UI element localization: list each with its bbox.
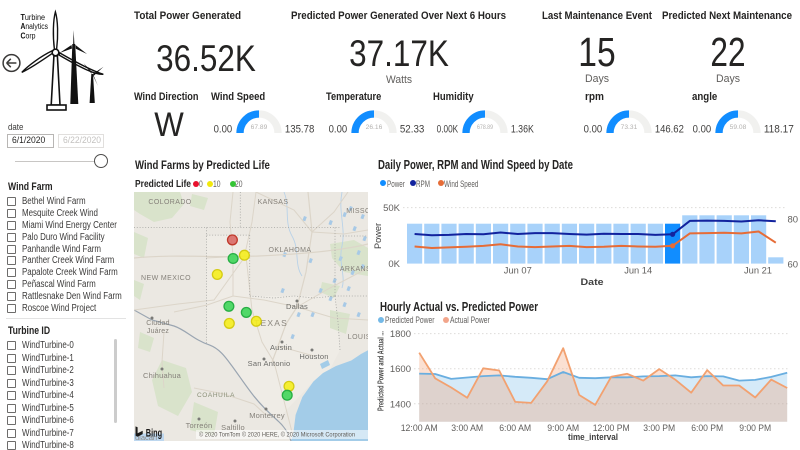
svg-text:1400: 1400	[390, 399, 411, 410]
svg-text:1.36K: 1.36K	[511, 124, 534, 136]
svg-text:time_interval: time_interval	[568, 432, 618, 442]
svg-text:1800: 1800	[390, 329, 411, 340]
svg-text:0.00: 0.00	[583, 124, 602, 136]
svg-text:60: 60	[788, 260, 799, 271]
svg-text:Chihuahua: Chihuahua	[143, 371, 182, 380]
svg-text:OKLAHOMA: OKLAHOMA	[269, 247, 312, 254]
svg-text:146.62: 146.62	[655, 124, 684, 136]
svg-text:© 2020 TomTom © 2020 HERE, © 2: © 2020 TomTom © 2020 HERE, © 2020 Micros…	[199, 432, 356, 439]
svg-text:Corp: Corp	[21, 32, 36, 41]
svg-text:Monterrey: Monterrey	[249, 411, 285, 420]
svg-text:135.78: 135.78	[285, 124, 315, 136]
svg-text:9:00 AM: 9:00 AM	[547, 423, 579, 434]
svg-text:6:00 AM: 6:00 AM	[499, 423, 531, 434]
svg-text:Jun 21: Jun 21	[744, 265, 772, 276]
svg-text:Torreón: Torreón	[186, 421, 213, 430]
svg-text:0.00: 0.00	[692, 124, 711, 136]
svg-text:12:00 AM: 12:00 AM	[401, 423, 438, 434]
svg-text:50K: 50K	[383, 203, 401, 214]
svg-text:KANSAS: KANSAS	[258, 199, 289, 206]
svg-text:Saltillo: Saltillo	[221, 423, 245, 432]
svg-text:6:00 PM: 6:00 PM	[691, 423, 723, 434]
svg-text:Turbine: Turbine	[21, 13, 46, 22]
svg-text:ARKANSA: ARKANSA	[340, 266, 368, 273]
svg-text:San Antonio: San Antonio	[248, 359, 291, 368]
svg-text:12:00 PM: 12:00 PM	[593, 423, 630, 434]
svg-text:3:00 AM: 3:00 AM	[451, 423, 483, 434]
svg-text:26.16: 26.16	[366, 124, 383, 131]
svg-text:TEXAS: TEXAS	[254, 318, 288, 328]
svg-text:Austin: Austin	[270, 343, 292, 352]
svg-text:Dallas: Dallas	[286, 302, 308, 311]
svg-text:LOUISIA: LOUISIA	[348, 334, 368, 341]
svg-text:59.08: 59.08	[729, 124, 746, 131]
svg-text:0.00: 0.00	[329, 124, 348, 136]
svg-text:Predicted Power and Actual ...: Predicted Power and Actual ...	[376, 331, 386, 411]
svg-text:52.33: 52.33	[400, 124, 425, 136]
svg-text:1600: 1600	[390, 364, 411, 375]
svg-text:COLORADO: COLORADO	[148, 199, 191, 206]
svg-text:73.31: 73.31	[620, 124, 637, 131]
svg-text:0.00: 0.00	[214, 124, 233, 136]
svg-text:Analytics: Analytics	[21, 22, 49, 31]
svg-text:67.89: 67.89	[251, 124, 268, 131]
svg-text:MISSOUR: MISSOUR	[346, 208, 368, 215]
svg-text:NEW MEXICO: NEW MEXICO	[141, 275, 191, 282]
svg-text:0K: 0K	[388, 259, 400, 270]
svg-text:ulacán: ulacán	[135, 433, 157, 441]
svg-text:Date: Date	[581, 277, 604, 288]
svg-text:9:00 PM: 9:00 PM	[739, 423, 771, 434]
svg-text:80: 80	[788, 215, 799, 226]
svg-text:0.00K: 0.00K	[437, 124, 459, 136]
svg-text:Ciudad: Ciudad	[146, 320, 169, 327]
svg-text:118.17: 118.17	[763, 124, 793, 136]
svg-text:678.89: 678.89	[477, 124, 493, 131]
svg-text:3:00 PM: 3:00 PM	[643, 423, 675, 434]
svg-text:Houston: Houston	[299, 352, 328, 361]
svg-text:Juárez: Juárez	[147, 328, 170, 335]
svg-text:Jun 07: Jun 07	[504, 265, 532, 276]
svg-text:Jun 14: Jun 14	[624, 265, 652, 276]
svg-text:Power: Power	[373, 223, 383, 249]
svg-text:COAHUILA: COAHUILA	[197, 392, 235, 399]
svg-text:Bing: Bing	[146, 427, 162, 439]
